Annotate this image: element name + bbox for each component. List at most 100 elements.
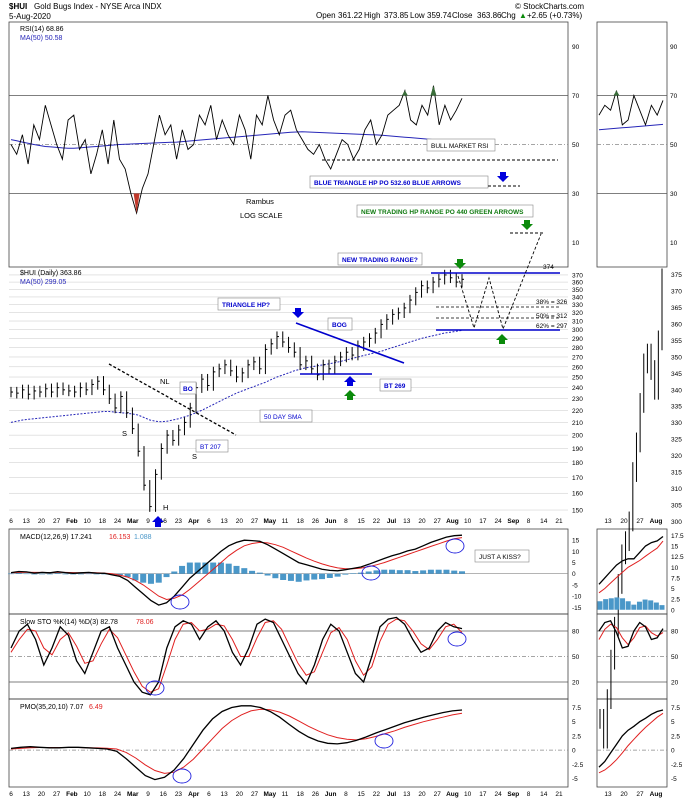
price-tick-label: 360 [572,280,583,287]
x-tick-label: 15 [357,518,365,525]
x-tick-label-bottom: 20 [418,791,426,798]
price-inset-tick-label: 310 [671,486,682,493]
x-tick-label-bottom: 16 [160,791,168,798]
x-tick-label: 20 [236,518,244,525]
x-tick-label: 20 [418,518,426,525]
macd-histogram-bar [303,573,310,581]
projected-path [457,233,542,331]
macd-histogram-bar [163,573,170,578]
x-tick-label-bottom: Mar [127,791,139,798]
x-tick-label: 8 [344,518,348,525]
chart-header: $HUI Gold Bugs Index - NYSE Arca INDX 5-… [9,2,584,21]
date-label: 5-Aug-2020 [9,12,51,21]
x-tick-label-bottom: 6 [207,791,211,798]
pmo-inset-tick-label: 0 [671,748,675,755]
macd-histogram-bar [420,570,427,574]
price-tick-label: 210 [572,420,583,427]
macd-histogram-bar [101,573,108,575]
close-value: 363.86 [477,11,502,20]
new-range-box [337,252,423,266]
price-tick-label: 180 [572,460,583,467]
macd-histogram-bar [15,572,22,574]
sto-inset-d-line [598,623,664,646]
macd-histogram-bar [147,573,154,584]
price-inset-tick-label: 330 [671,420,682,427]
macd-inset-tick-label: 10 [671,565,679,572]
macd-inset-histogram-bar [659,605,665,610]
kiss-box [474,549,530,563]
x-tick-label: 27 [434,518,442,525]
sto-circle [145,680,165,696]
macd-histogram-bar [451,570,458,574]
macd-circle [361,565,381,581]
macd-histogram-bar [171,571,178,574]
macd-inset-tick-label: 12.5 [671,554,684,561]
macd-inset-histogram-bar [608,598,614,610]
x-tick-label: 18 [99,518,107,525]
price-tick-label: 160 [572,491,583,498]
price-tick-label: 200 [572,433,583,440]
price-tick-label: 300 [572,327,583,334]
x-tick-label-bottom: 21 [555,791,563,798]
price-tick-label: 150 [572,508,583,515]
x-tick-label-bottom: Apr [188,791,200,798]
rsi-inset-tick-label: 50 [670,142,678,149]
macd-histogram-bar [210,562,217,574]
pmo-circle [172,768,192,784]
price-inset-tick-label: 300 [671,519,682,526]
x-tick-label-bottom: 13 [403,791,411,798]
macd-histogram-bar [459,571,465,574]
x-tick-label: Sep [507,518,519,525]
pmo-tick-label: 0 [572,748,576,755]
bog-box [327,317,353,331]
macd-inset-tick-label: 5 [671,586,675,593]
price-inset-tick-label: 335 [671,404,682,411]
macd-tick-label: 0 [572,571,576,578]
macd-histogram-bar [202,562,209,574]
inset-x-tick-label: 20 [620,518,628,525]
rsi-inset-overbought-fill [613,90,620,96]
x-tick-label-bottom: Jun [325,791,337,798]
macd-inset-histogram-bar [620,598,626,610]
bt269-box [379,378,412,392]
close-label: Close [452,11,473,20]
x-tick-label-bottom: 26 [312,791,320,798]
x-tick-label: 10 [83,518,91,525]
pmo-legend: PMO(35,20,10) 7.07 [20,704,84,711]
pmo-tick-label: -5 [572,776,578,783]
rsi-ma-legend: MA(50) 50.58 [20,35,63,42]
rsi-tick-label: 30 [572,191,580,198]
right-shoulder-label: S [192,452,197,461]
macd-inset-signal-line [598,540,664,594]
macd-histogram-bar [319,573,326,580]
x-tick-label-bottom: 11 [282,791,289,798]
blue-arrow-up-icon [344,376,356,386]
green-arrow-up-icon [496,334,508,344]
x-tick-label: 24 [114,518,122,525]
sto-tick-label: 50 [572,654,580,661]
macd-histogram-bar [396,570,403,574]
sto-tick-label: 20 [572,680,580,687]
new-range-po-box [356,204,534,218]
macd-histogram-bar [427,569,434,574]
price-tick-label: 240 [572,385,583,392]
price-tick-label: 330 [572,302,583,309]
nl-label: NL [160,377,170,386]
price-ma-legend: MA(50) 299.05 [20,279,66,286]
triangle-hp-label: TRIANGLE HP? [222,302,270,309]
x-tick-label: 11 [282,518,289,525]
sto-inset-tick-label: 80 [671,629,679,636]
x-tick-label-bottom: 27 [251,791,259,798]
high-label: High [364,11,380,20]
x-tick-label: 20 [38,518,46,525]
macd-histogram-bar [342,573,349,575]
price-tick-label: 270 [572,354,583,361]
x-tick-label-bottom: 22 [373,791,381,798]
price-inset-tick-label: 355 [671,338,682,345]
neckline [108,363,237,436]
macd-tick-label: 10 [572,549,580,556]
macd-histogram-bar [217,562,224,574]
x-tick-label: 13 [23,518,31,525]
macd-circle [445,538,465,554]
price-tick-label: 350 [572,287,583,294]
